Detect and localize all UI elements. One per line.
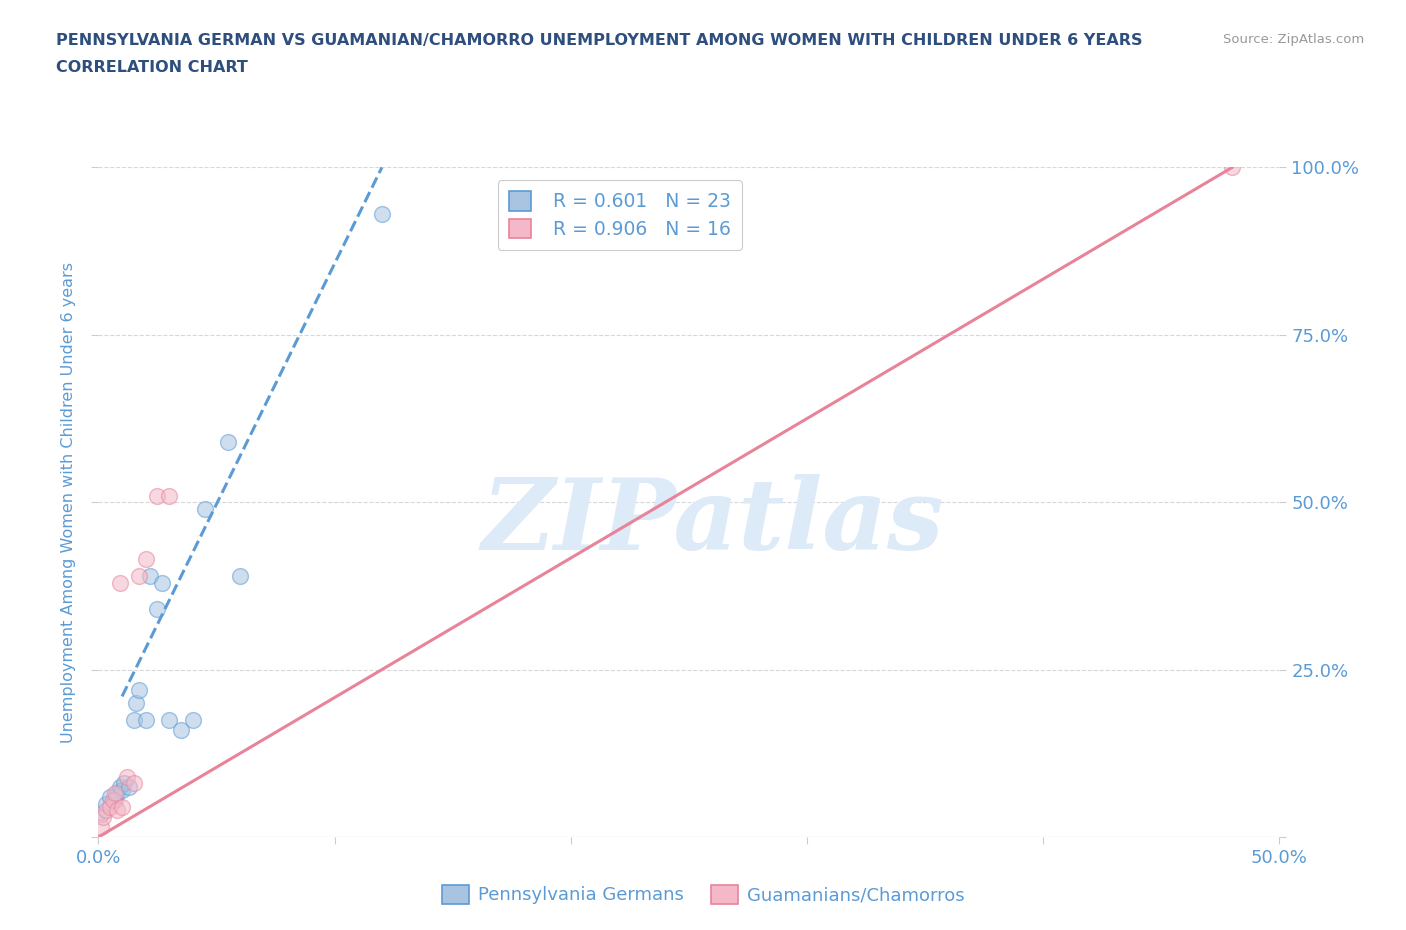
Point bbox=[118, 779, 141, 794]
Point bbox=[157, 488, 180, 503]
Point bbox=[91, 809, 114, 824]
Point bbox=[135, 712, 157, 727]
Point bbox=[229, 568, 252, 583]
Legend:   R = 0.601   N = 23,   R = 0.906   N = 16: R = 0.601 N = 23, R = 0.906 N = 16 bbox=[498, 180, 742, 250]
Point bbox=[128, 568, 150, 583]
Point bbox=[108, 779, 131, 794]
Point bbox=[104, 786, 127, 801]
Point bbox=[98, 800, 121, 815]
Point bbox=[94, 796, 117, 811]
Point bbox=[128, 683, 150, 698]
Point bbox=[139, 568, 162, 583]
Text: Source: ZipAtlas.com: Source: ZipAtlas.com bbox=[1223, 33, 1364, 46]
Point bbox=[122, 712, 145, 727]
Point bbox=[105, 786, 128, 801]
Point bbox=[111, 800, 134, 815]
Point bbox=[194, 501, 217, 516]
Text: ZIPatlas: ZIPatlas bbox=[481, 474, 943, 570]
Point bbox=[371, 206, 394, 221]
Point bbox=[112, 776, 135, 790]
Text: PENNSYLVANIA GERMAN VS GUAMANIAN/CHAMORRO UNEMPLOYMENT AMONG WOMEN WITH CHILDREN: PENNSYLVANIA GERMAN VS GUAMANIAN/CHAMORR… bbox=[56, 33, 1143, 47]
Point bbox=[150, 575, 173, 590]
Point bbox=[125, 696, 148, 711]
Y-axis label: Unemployment Among Women with Children Under 6 years: Unemployment Among Women with Children U… bbox=[60, 261, 76, 743]
Point bbox=[94, 803, 117, 817]
Point bbox=[111, 783, 134, 798]
Point bbox=[90, 819, 112, 834]
Point bbox=[105, 803, 128, 817]
Point bbox=[115, 769, 138, 784]
Point bbox=[101, 792, 124, 807]
Point bbox=[135, 551, 157, 566]
Point bbox=[146, 602, 169, 617]
Point bbox=[181, 712, 204, 727]
Point bbox=[90, 806, 112, 821]
Point bbox=[104, 792, 127, 807]
Point bbox=[217, 434, 239, 449]
Legend: Pennsylvania Germans, Guamanians/Chamorros: Pennsylvania Germans, Guamanians/Chamorr… bbox=[434, 878, 972, 911]
Point bbox=[170, 723, 193, 737]
Point bbox=[146, 488, 169, 503]
Point bbox=[157, 712, 180, 727]
Text: CORRELATION CHART: CORRELATION CHART bbox=[56, 60, 247, 75]
Point bbox=[108, 575, 131, 590]
Point bbox=[122, 776, 145, 790]
Point bbox=[1220, 160, 1243, 175]
Point bbox=[98, 790, 121, 804]
